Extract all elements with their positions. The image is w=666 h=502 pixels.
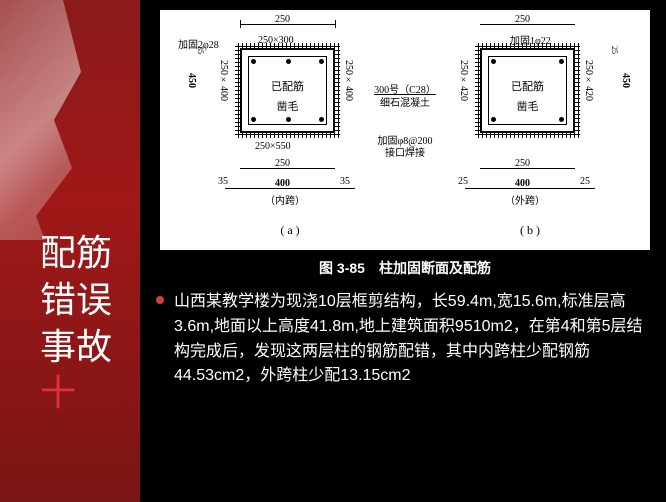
rebar-dot xyxy=(559,117,564,122)
rebar-dot xyxy=(319,117,324,122)
rebar-dot xyxy=(286,59,291,64)
title-line-2: 错误 xyxy=(40,277,120,324)
side-dim-a1: 250×400 xyxy=(218,60,229,101)
side-dim-b2: 250×420 xyxy=(583,60,594,101)
column-box-b: 已配筋 凿毛 xyxy=(480,48,575,133)
dim-tick xyxy=(335,20,336,28)
title-line-3: 事故 xyxy=(40,324,120,371)
inner-label-1-a: 已配筋 xyxy=(242,78,333,94)
dim-line xyxy=(465,188,595,189)
content-area: 已配筋 凿毛 250 加固2φ28 250×300 250×400 250×40… xyxy=(150,10,660,490)
section-id-b: ( b ) xyxy=(420,223,640,238)
overall-h-b: 450 xyxy=(620,73,631,88)
bottom-label-b: （外跨） xyxy=(505,192,545,207)
small-v-b: 25 xyxy=(610,46,619,54)
dim-tick xyxy=(240,20,241,28)
dim-line xyxy=(225,188,355,189)
bottom-label-a: （内跨） xyxy=(265,192,305,207)
weld-note-2: 接口焊接 xyxy=(360,148,450,160)
side-dim-b1: 250×420 xyxy=(458,60,469,101)
overall-h-a: 450 xyxy=(186,73,197,88)
concrete-note-1: 300号（C28） xyxy=(360,85,450,97)
bottom-25-r-b: 25 xyxy=(580,176,590,187)
rebar-dot xyxy=(559,59,564,64)
title-line-4: 十 xyxy=(40,370,120,417)
rebar-dot xyxy=(286,117,291,122)
bottom-250-a: 250 xyxy=(275,158,290,169)
rebar-dot xyxy=(491,59,496,64)
vertical-title: 配筋 错误 事故 十 xyxy=(40,230,120,417)
inner-size-a: 250×300 xyxy=(258,35,294,46)
bottom-total-a: 400 xyxy=(275,178,290,189)
concrete-note-2: 细石混凝土 xyxy=(360,98,450,110)
inner-label-2-a: 凿毛 xyxy=(242,98,333,114)
rebar-dot xyxy=(319,59,324,64)
bottom-35-l-a: 35 xyxy=(218,176,228,187)
bottom-total-b: 400 xyxy=(515,178,530,189)
dim-top-a: 250 xyxy=(275,14,290,25)
column-box-a: 已配筋 凿毛 xyxy=(240,48,335,133)
figure-caption: 图 3-85 柱加固断面及配筋 xyxy=(150,258,660,278)
bullet-icon xyxy=(156,296,164,304)
dim-top-b: 250 xyxy=(515,14,530,25)
body-paragraph: 山西某教学楼为现浇10层框剪结构，长59.4m,宽15.6m,标准层高3.6m,… xyxy=(150,290,660,389)
bottom-35-r-a: 35 xyxy=(340,176,350,187)
engineering-figure: 已配筋 凿毛 250 加固2φ28 250×300 250×400 250×40… xyxy=(160,10,650,250)
rebar-label-b: 加固1φ22 xyxy=(510,32,551,47)
bottom-250-b: 250 xyxy=(515,158,530,169)
mountain-decoration xyxy=(0,0,90,240)
rebar-dot xyxy=(491,117,496,122)
title-line-1: 配筋 xyxy=(40,230,120,277)
small-v-a: 35 xyxy=(196,46,205,54)
bottom-inner-a: 250×550 xyxy=(255,141,291,152)
rebar-dot xyxy=(251,117,256,122)
inner-label-2-b: 凿毛 xyxy=(482,98,573,114)
section-id-a: ( a ) xyxy=(180,223,400,238)
bottom-25-l-b: 25 xyxy=(458,176,468,187)
sidebar: 配筋 错误 事故 十 xyxy=(0,0,140,502)
inner-label-1-b: 已配筋 xyxy=(482,78,573,94)
side-dim-a2: 250×400 xyxy=(343,60,354,101)
paragraph-text: 山西某教学楼为现浇10层框剪结构，长59.4m,宽15.6m,标准层高3.6m,… xyxy=(174,293,643,384)
weld-note-1: 加固φ8@200 xyxy=(360,136,450,148)
rebar-dot xyxy=(251,59,256,64)
